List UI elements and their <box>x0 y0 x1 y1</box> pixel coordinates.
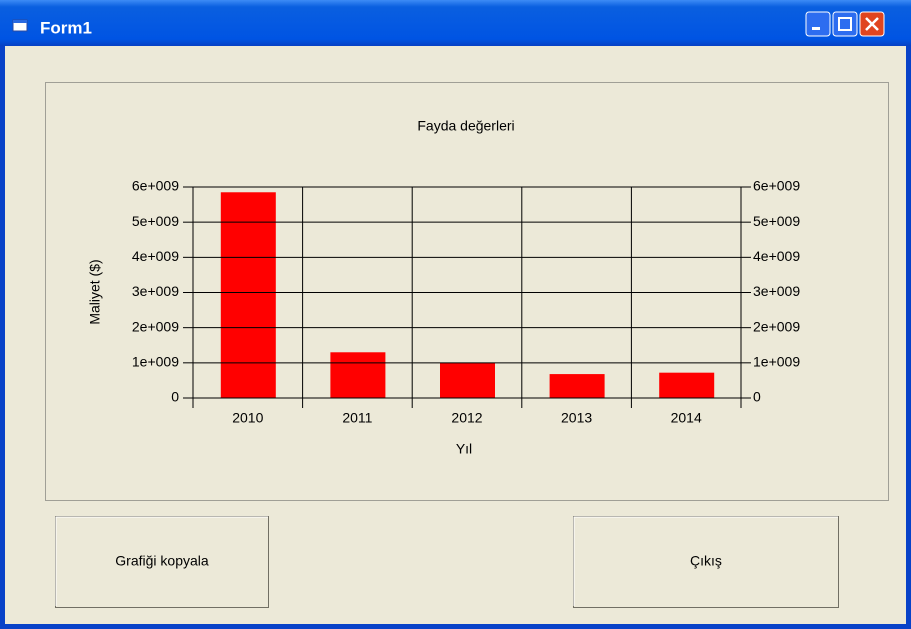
window-icon-bar <box>13 20 27 23</box>
bar <box>659 372 715 398</box>
chart-frame <box>45 82 889 501</box>
y-tick-label: 0 <box>171 389 179 405</box>
exit-button-label[interactable]: Çıkış <box>690 553 722 569</box>
x-tick-label: 2012 <box>451 410 482 426</box>
y-tick-label: 5e+009 <box>132 213 179 229</box>
copy-button[interactable]: Grafiği kopyala <box>55 516 269 608</box>
minimize-icon[interactable] <box>812 27 820 30</box>
exit-button-box[interactable] <box>573 516 839 608</box>
bar <box>549 374 605 398</box>
close-button[interactable] <box>859 11 885 37</box>
y2-tick-label: 5e+009 <box>753 213 800 229</box>
x-tick-label: 2010 <box>232 410 263 426</box>
x-tick-label: 2014 <box>671 410 702 426</box>
y-tick-label: 1e+009 <box>132 354 179 370</box>
title-bar <box>0 0 911 46</box>
chart-title: Fayda değerleri <box>417 118 514 134</box>
copy-button-highlight[interactable] <box>55 516 268 606</box>
bar <box>330 352 386 398</box>
close-icon[interactable] <box>865 17 879 31</box>
minimize-box[interactable] <box>805 11 831 37</box>
y-tick-label: 6e+009 <box>132 178 179 194</box>
y2-tick-label: 1e+009 <box>753 354 800 370</box>
exit-button[interactable]: Çıkış <box>573 516 839 608</box>
bar <box>440 362 495 398</box>
x-tick-label: 2013 <box>561 410 592 426</box>
y2-tick-label: 2e+009 <box>753 318 800 334</box>
y-axis-title: Maliyet ($) <box>87 259 103 324</box>
copy-button-box[interactable] <box>55 516 269 608</box>
window-title: Form1 <box>40 18 92 37</box>
minimize-button[interactable] <box>805 11 831 37</box>
x-tick-label: 2011 <box>342 410 372 426</box>
maximize-box[interactable] <box>832 11 858 37</box>
y2-tick-label: 0 <box>753 389 761 405</box>
bar <box>220 192 276 398</box>
y2-tick-label: 4e+009 <box>753 248 800 264</box>
exit-button-highlight[interactable] <box>573 516 838 606</box>
y-tick-label: 3e+009 <box>132 283 179 299</box>
y-tick-label: 4e+009 <box>132 248 179 264</box>
copy-button-label[interactable]: Grafiği kopyala <box>115 553 209 569</box>
maximize-button[interactable] <box>832 11 858 37</box>
y2-tick-label: 6e+009 <box>753 178 800 194</box>
y2-tick-label: 3e+009 <box>753 283 800 299</box>
maximize-icon[interactable] <box>838 17 852 31</box>
x-axis-title: Yıl <box>456 441 472 457</box>
y-tick-label: 2e+009 <box>132 318 179 334</box>
